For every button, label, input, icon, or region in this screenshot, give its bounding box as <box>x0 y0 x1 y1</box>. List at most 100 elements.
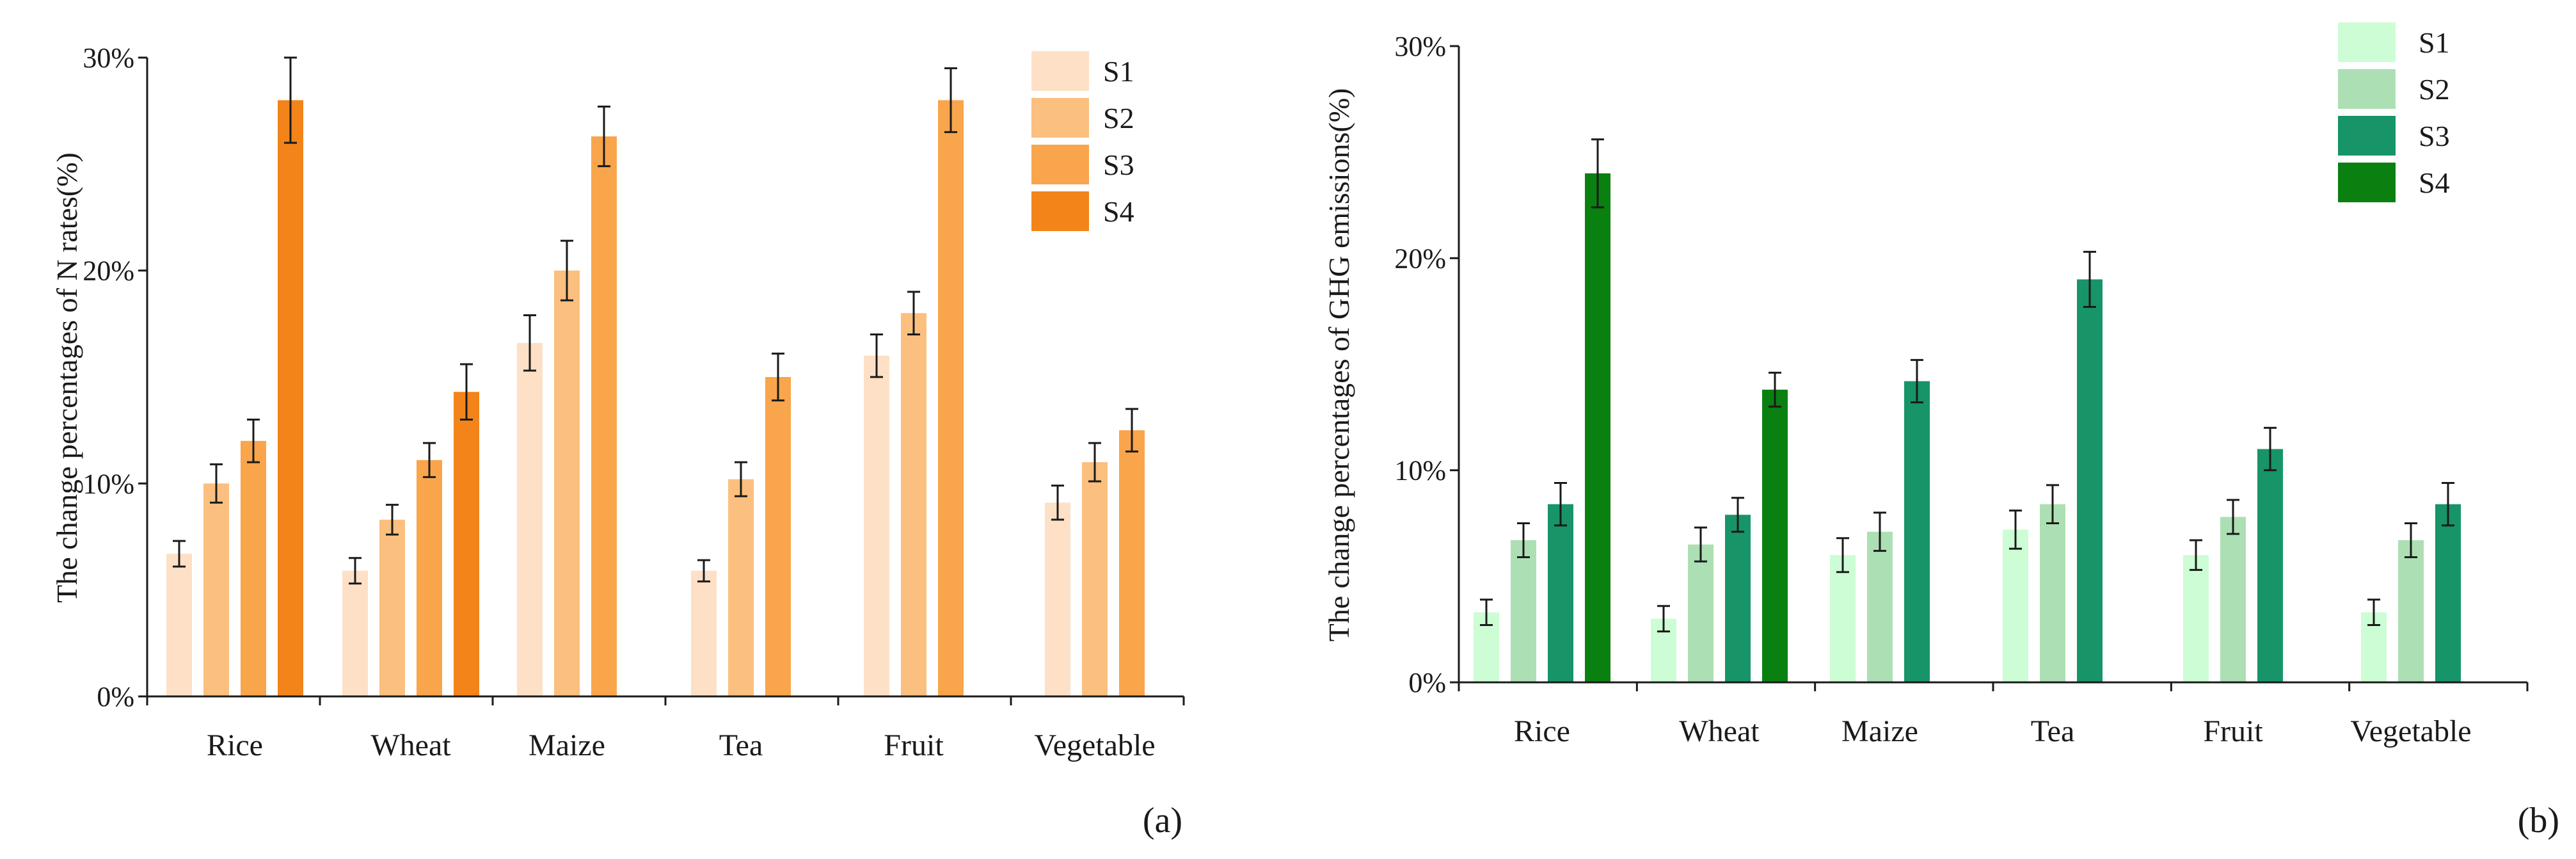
error-bar-fruit-s1 <box>2190 539 2202 571</box>
legend: S1 S2 S3 S4 <box>2338 22 2450 202</box>
bar-wheat-s3 <box>417 460 442 696</box>
error-bar-rice-s2 <box>1517 522 1530 559</box>
legend-label-s1: S1 <box>2419 26 2450 59</box>
error-bar-maize-s3 <box>598 106 610 168</box>
error-bar-fruit-s3 <box>944 67 957 133</box>
error-bar-wheat-s2 <box>1694 526 1707 563</box>
bar-rice-s3 <box>241 440 266 696</box>
bars-group <box>1474 173 2461 682</box>
legend-swatch-s3 <box>1031 145 1089 184</box>
error-bars-group <box>1480 138 2454 632</box>
bar-fruit-s3 <box>2257 449 2283 682</box>
error-bar-maize-s1 <box>1836 537 1849 574</box>
legend-label-s1: S1 <box>1103 55 1134 88</box>
error-bar-rice-s1 <box>173 540 186 568</box>
bar-tea-s2 <box>2040 504 2065 682</box>
error-bars-group <box>173 56 1138 585</box>
error-bar-rice-s1 <box>1480 598 1493 627</box>
error-bar-wheat-s3 <box>423 442 436 478</box>
bar-fruit-s2 <box>901 313 926 696</box>
bar-fruit-s2 <box>2220 517 2246 682</box>
y-tick-label: 0% <box>97 681 134 712</box>
bar-rice-s1 <box>166 554 192 696</box>
error-bar-tea-s1 <box>2009 510 2022 550</box>
error-bar-tea-s1 <box>697 559 710 582</box>
error-bar-rice-s4 <box>284 56 297 144</box>
error-bar-wheat-s1 <box>1657 605 1670 632</box>
error-bar-rice-s3 <box>1554 482 1567 527</box>
legend-label-s2: S2 <box>1103 102 1134 134</box>
error-bar-fruit-s2 <box>907 291 920 335</box>
bar-maize-s1 <box>517 342 543 696</box>
bar-rice-s2 <box>1511 540 1536 682</box>
legend-label-s3: S3 <box>1103 149 1134 181</box>
x-tick-label-maize: Maize <box>1841 714 1918 748</box>
x-tick-label-tea: Tea <box>719 728 763 762</box>
x-tick-label-vegetable: Vegetable <box>1034 728 1155 762</box>
error-bar-rice-s2 <box>210 463 223 504</box>
x-tick-label-rice: Rice <box>1514 714 1570 748</box>
legend-swatch-s2 <box>1031 98 1089 138</box>
x-tick-label-rice: Rice <box>207 728 263 762</box>
bar-wheat-s4 <box>1762 389 1788 682</box>
error-bar-maize-s2 <box>1873 511 1886 552</box>
panel-label: (a) <box>1143 801 1182 840</box>
y-tick-label: 0% <box>1408 667 1446 698</box>
y-tick-label: 10% <box>1394 455 1446 486</box>
error-bar-rice-s3 <box>247 419 260 463</box>
bar-maize-s3 <box>591 136 617 696</box>
bar-tea-s2 <box>728 479 754 696</box>
bar-vegetable-s2 <box>2398 540 2424 682</box>
bar-tea-s1 <box>2003 529 2028 682</box>
legend-label-s4: S4 <box>2419 166 2450 199</box>
error-bar-maize-s2 <box>561 239 573 301</box>
bar-fruit-s3 <box>938 100 964 697</box>
bar-vegetable-s3 <box>1119 430 1145 696</box>
bar-vegetable-s1 <box>1045 502 1070 696</box>
x-tick-label-fruit: Fruit <box>2203 714 2263 748</box>
error-bar-tea-s2 <box>735 461 747 497</box>
bar-tea-s1 <box>691 570 717 696</box>
error-bar-tea-s2 <box>2046 484 2059 524</box>
bar-wheat-s2 <box>1688 544 1713 682</box>
error-bar-vegetable-s3 <box>2442 482 2454 527</box>
y-tick-label: 20% <box>1394 243 1446 274</box>
x-tick-label-fruit: Fruit <box>884 728 944 762</box>
error-bar-vegetable-s3 <box>1125 408 1138 453</box>
y-tick-label: 10% <box>83 468 134 499</box>
x-tick-label-tea: Tea <box>2031 714 2075 748</box>
bar-vegetable-s3 <box>2435 504 2461 682</box>
legend: S1 S2 S3 S4 <box>1031 51 1134 231</box>
error-bar-vegetable-s1 <box>1051 485 1064 521</box>
bar-fruit-s1 <box>2183 555 2209 682</box>
error-bar-rice-s4 <box>1591 138 1604 209</box>
legend-swatch-s3 <box>2338 116 2396 156</box>
error-bar-maize-s3 <box>1911 358 1923 404</box>
x-tick-label-vegetable: Vegetable <box>2350 714 2471 748</box>
error-bar-vegetable-s2 <box>1088 442 1101 483</box>
bars-group <box>166 100 1145 697</box>
bar-maize-s3 <box>1904 381 1930 682</box>
axes-group: Rice Wheat Maize Tea Fruit Vegetable 0% 10% 20% 3… <box>1394 31 2529 748</box>
x-tick-label-maize: Maize <box>529 728 605 762</box>
error-bar-fruit-s1 <box>870 333 883 378</box>
y-axis-title: The change percentages of N rates(%) <box>51 152 83 603</box>
bar-fruit-s1 <box>864 355 889 696</box>
bar-maize-s2 <box>1867 531 1893 682</box>
legend-swatch-s1 <box>2338 22 2396 62</box>
y-tick-label: 30% <box>83 42 134 74</box>
bar-wheat-s3 <box>1725 515 1751 682</box>
x-tick-label-wheat: Wheat <box>1679 714 1760 748</box>
legend-swatch-s2 <box>2338 69 2396 109</box>
error-bar-wheat-s3 <box>1731 497 1744 533</box>
axes-group: Rice Wheat Maize Tea Fruit Vegetable 0% 10% 20% 3… <box>83 42 1185 762</box>
panel-label: (b) <box>2518 801 2559 840</box>
bar-rice-s4 <box>1585 173 1610 682</box>
error-bar-wheat-s2 <box>386 504 399 536</box>
bar-maize-s1 <box>1830 555 1856 682</box>
y-tick-label: 20% <box>83 255 134 287</box>
error-bar-wheat-s4 <box>1769 371 1781 408</box>
error-bar-maize-s1 <box>523 314 536 372</box>
chart-ghg-emissions: Rice Wheat Maize Tea Fruit Vegetable 0% 10% 20% 3… <box>1323 22 2559 840</box>
